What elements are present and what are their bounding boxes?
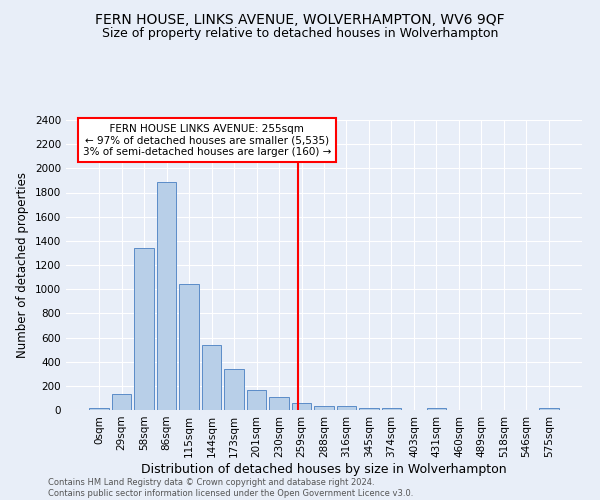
Bar	[539, 408, 559, 410]
Bar	[89, 408, 109, 410]
Bar	[314, 406, 334, 410]
Text: Size of property relative to detached houses in Wolverhampton: Size of property relative to detached ho…	[102, 28, 498, 40]
Y-axis label: Number of detached properties: Number of detached properties	[16, 172, 29, 358]
Bar	[134, 248, 154, 410]
Bar	[382, 408, 401, 410]
Bar	[202, 345, 221, 410]
Text: Contains HM Land Registry data © Crown copyright and database right 2024.
Contai: Contains HM Land Registry data © Crown c…	[48, 478, 413, 498]
Bar	[112, 394, 131, 410]
Bar	[427, 408, 446, 410]
Bar	[337, 406, 356, 410]
Text: FERN HOUSE, LINKS AVENUE, WOLVERHAMPTON, WV6 9QF: FERN HOUSE, LINKS AVENUE, WOLVERHAMPTON,…	[95, 12, 505, 26]
Text: FERN HOUSE LINKS AVENUE: 255sqm  
← 97% of detached houses are smaller (5,535)
3: FERN HOUSE LINKS AVENUE: 255sqm ← 97% of…	[83, 124, 331, 157]
Bar	[247, 390, 266, 410]
X-axis label: Distribution of detached houses by size in Wolverhampton: Distribution of detached houses by size …	[141, 462, 507, 475]
Bar	[224, 369, 244, 410]
Bar	[292, 404, 311, 410]
Bar	[269, 396, 289, 410]
Bar	[157, 182, 176, 410]
Bar	[359, 408, 379, 410]
Bar	[179, 284, 199, 410]
